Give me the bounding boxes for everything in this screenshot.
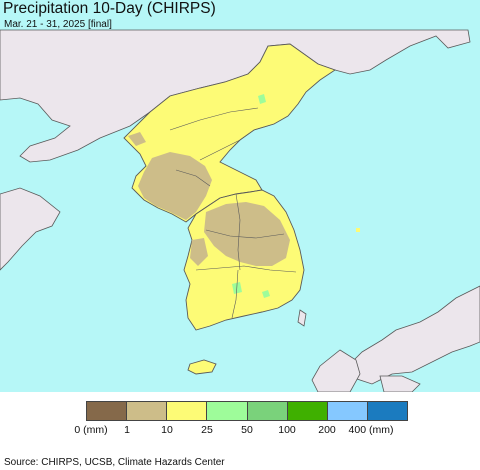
ulleung-island bbox=[356, 228, 360, 232]
legend-swatch-1 bbox=[127, 402, 168, 420]
legend-swatch-6 bbox=[327, 402, 368, 420]
legend-swatch-3 bbox=[207, 402, 248, 420]
south-korea-dry-area bbox=[204, 202, 290, 266]
province-borders bbox=[169, 107, 297, 319]
map-title: Precipitation 10-Day (CHIRPS) bbox=[3, 0, 216, 17]
legend-swatch-2 bbox=[167, 402, 208, 420]
legend-tick: 10 bbox=[161, 424, 173, 436]
north-korea-dry-area bbox=[138, 152, 212, 220]
legend-tick: 200 bbox=[318, 424, 336, 436]
tsushima-island bbox=[297, 309, 307, 327]
wet-spot-north bbox=[258, 94, 266, 104]
legend-swatch-7 bbox=[367, 402, 407, 420]
legend-swatch-0 bbox=[87, 402, 128, 420]
color-legend bbox=[86, 401, 408, 421]
legend-tick: 400 (mm) bbox=[348, 424, 394, 436]
japan-shikoku bbox=[379, 375, 421, 392]
source-credit: Source: CHIRPS, UCSB, Climate Hazards Ce… bbox=[4, 457, 225, 468]
south-korea-dry-patch-2 bbox=[190, 238, 208, 266]
legend-tick: 25 bbox=[201, 424, 213, 436]
wet-spot-south-2 bbox=[262, 290, 270, 298]
legend-tick: 1 bbox=[124, 424, 130, 436]
legend-swatch-5 bbox=[287, 402, 328, 420]
shandong-peninsula bbox=[0, 187, 61, 271]
legend-swatch-4 bbox=[247, 402, 288, 420]
japan-kyushu bbox=[311, 349, 361, 392]
map-subtitle: Mar. 21 - 31, 2025 [final] bbox=[4, 19, 112, 30]
jeju-island bbox=[187, 359, 217, 375]
north-korea-dry-patch bbox=[128, 132, 146, 146]
legend-tick: 100 bbox=[278, 424, 296, 436]
legend-tick: 50 bbox=[241, 424, 253, 436]
legend-tick: 0 (mm) bbox=[74, 424, 108, 436]
legend-ticks: 0 (mm) 1 10 25 50 100 200 400 (mm) bbox=[0, 424, 480, 438]
precipitation-map bbox=[0, 0, 480, 392]
